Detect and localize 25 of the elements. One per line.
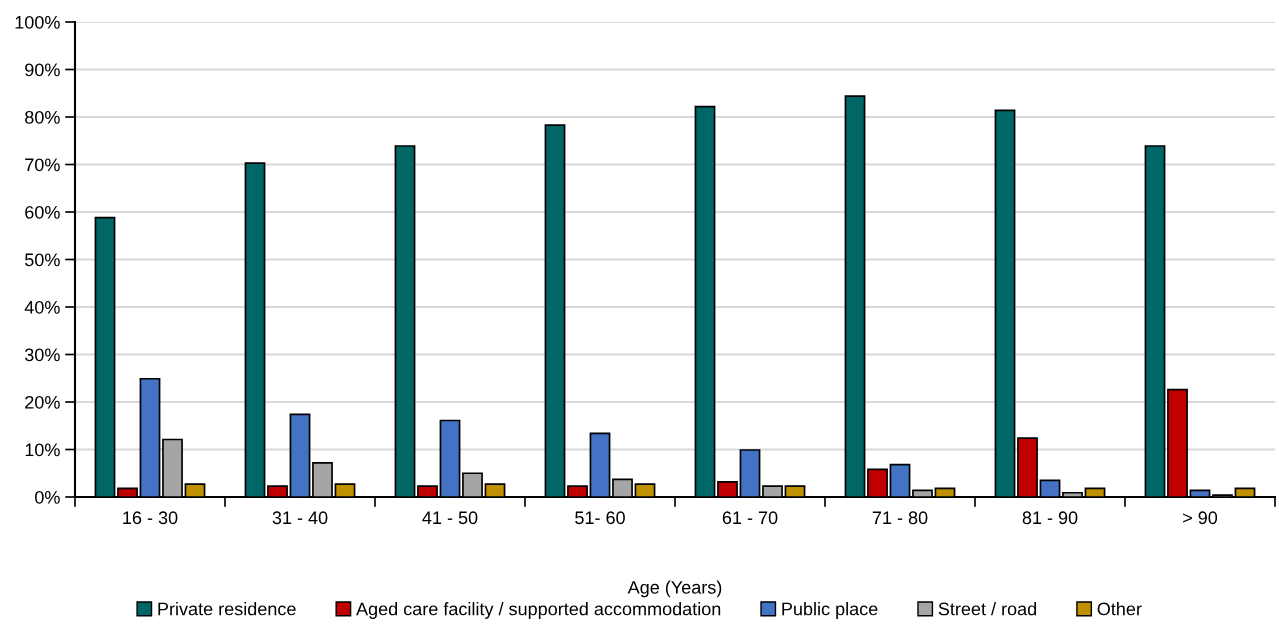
legend-label: Street / road bbox=[938, 602, 1037, 616]
y-tick-label: 10% bbox=[25, 443, 60, 457]
x-tick-label: 61 - 70 bbox=[722, 511, 778, 525]
legend-label: Aged care facility / supported accommodation bbox=[356, 602, 721, 619]
y-tick-label: 60% bbox=[25, 205, 60, 219]
x-axis-title: Age (Years) bbox=[627, 580, 722, 598]
y-tick-label: 80% bbox=[25, 110, 60, 124]
y-tick-label: 90% bbox=[25, 63, 60, 77]
legend-label: Public place bbox=[782, 602, 878, 619]
y-tick-label: 30% bbox=[24, 348, 60, 362]
legend-label: Other bbox=[1097, 602, 1142, 616]
y-tick-label: 20% bbox=[25, 395, 60, 409]
legend-label: Private residence bbox=[158, 602, 296, 616]
x-tick-label: > 90 bbox=[1183, 511, 1218, 525]
x-tick-label: 71 - 80 bbox=[872, 511, 928, 525]
x-tick-label: 16 - 30 bbox=[123, 511, 178, 525]
x-tick-label: 31 - 40 bbox=[272, 511, 328, 525]
y-tick-label: 40% bbox=[24, 300, 60, 314]
x-tick-label: 41 - 50 bbox=[422, 511, 478, 525]
y-tick-label: 100% bbox=[15, 15, 60, 29]
y-tick-label: 0% bbox=[35, 490, 60, 504]
y-tick-label: 70% bbox=[25, 158, 60, 172]
y-tick-label: 50% bbox=[25, 253, 60, 267]
x-tick-label: 81 - 90 bbox=[1022, 511, 1078, 525]
x-tick-label: 51- 60 bbox=[575, 511, 625, 525]
